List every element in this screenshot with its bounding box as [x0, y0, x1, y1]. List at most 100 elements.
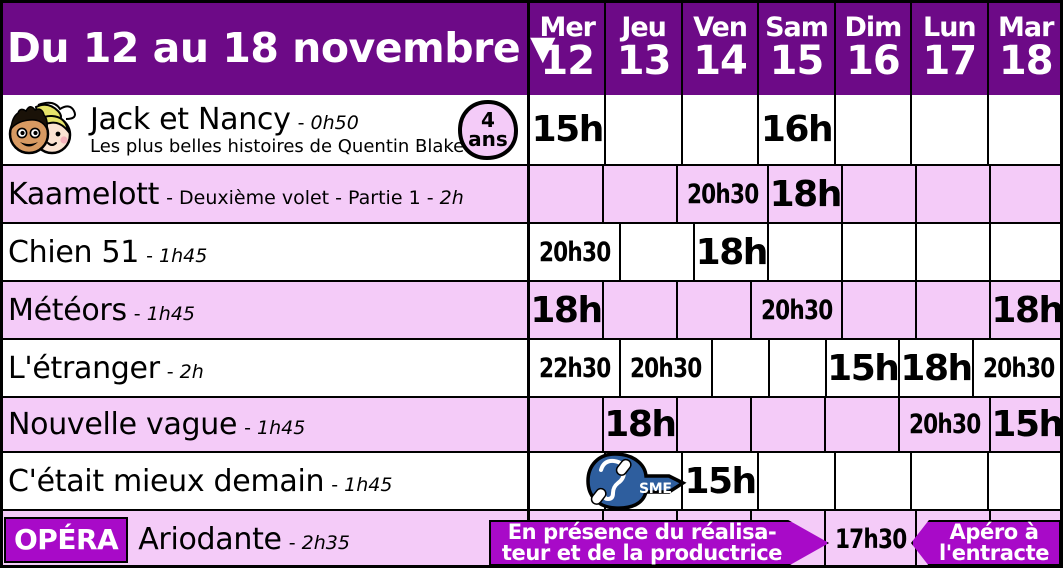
day-number: 18	[998, 37, 1054, 84]
showtime-label[interactable]: 20h30	[760, 294, 833, 326]
film-title: Nouvelle vague	[8, 407, 238, 442]
film-duration: - 1h45	[331, 473, 393, 496]
film-text-block: Jack et Nancy - 0h50 Les plus belles his…	[90, 102, 464, 157]
showtime-label[interactable]: 20h30	[908, 409, 981, 440]
film-title: Météors	[8, 292, 127, 328]
day-header-mar[interactable]: Mar 18	[989, 0, 1063, 95]
day-name: Ven	[693, 12, 748, 44]
film-title: Kaamelott	[8, 176, 160, 212]
banner-line-2: l'entracte	[938, 541, 1050, 565]
showtime-cell	[683, 95, 760, 164]
showtime-cell: 20h30	[974, 340, 1063, 396]
showtime-label[interactable]: 18h	[604, 404, 677, 445]
showtimes-cells: 20h30 18h	[530, 166, 1063, 222]
day-number: 14	[693, 37, 748, 84]
showtime-cell: 15h	[991, 398, 1063, 451]
showtime-label[interactable]: 18h	[530, 289, 603, 331]
film-title: Jack et Nancy	[90, 102, 291, 137]
day-header-sam[interactable]: Sam 15	[759, 0, 836, 95]
table-row: Kaamelott - Deuxième volet - Partie 1 - …	[0, 166, 1063, 224]
film-title: C'était mieux demain	[8, 463, 325, 499]
day-header-mer[interactable]: Mer 12	[530, 0, 607, 95]
sme-label: SME	[639, 481, 672, 497]
showtime-cell	[826, 398, 900, 451]
film-duration: - 1h45	[133, 302, 195, 325]
showtime-label[interactable]: 18h	[900, 347, 973, 389]
day-header-lun[interactable]: Lun 17	[912, 0, 989, 95]
showtime-label[interactable]: 18h	[769, 173, 843, 215]
showtime-cell	[678, 282, 752, 338]
film-info-cell[interactable]: L'étranger - 2h	[0, 340, 530, 396]
two-kids-faces-icon	[8, 101, 86, 159]
showtime-label[interactable]: 20h30	[630, 352, 702, 384]
day-name: Dim	[844, 12, 902, 44]
showtime-cell	[989, 95, 1063, 164]
event-banner-director-presence[interactable]: En présence du réalisa- teur et de la pr…	[489, 520, 829, 566]
showtime-label[interactable]: 20h30	[982, 352, 1055, 384]
triangle-right-icon: ▼	[530, 28, 556, 67]
showtimes-cells: 20h30 18h	[530, 224, 1063, 280]
showtime-cell	[989, 453, 1063, 509]
showtime-cell	[621, 224, 696, 280]
showtime-cell	[530, 166, 604, 222]
film-info-cell[interactable]: Météors - 1h45	[0, 282, 530, 338]
table-row: L'étranger - 2h 22h30 20h30 15h 18h 20h3…	[0, 340, 1063, 398]
day-name: Mer	[539, 12, 595, 44]
showtime-label[interactable]: 20h30	[538, 236, 611, 268]
showtime-cell: 15h	[827, 340, 901, 396]
film-duration: - 2h35	[288, 532, 350, 554]
showtime-cell	[530, 398, 604, 451]
showtime-label[interactable]: 17h30	[834, 524, 907, 555]
event-banner-apero[interactable]: Apéro à l'entracte	[911, 520, 1061, 566]
showtime-cell	[917, 166, 992, 222]
film-info-cell[interactable]: C'était mieux demain - 1h45	[0, 453, 530, 509]
showtime-cell	[843, 166, 918, 222]
showtimes-cells: 18h 20h30 18h	[530, 282, 1063, 338]
day-header-jeu[interactable]: Jeu 13	[606, 0, 683, 95]
schedule-body: Jack et Nancy - 0h50 Les plus belles his…	[0, 95, 1063, 568]
showtime-cell	[836, 95, 913, 164]
film-info-cell[interactable]: OPÉRA Ariodante - 2h35	[0, 511, 530, 568]
film-subtitle-inline: Deuxième volet - Partie 1	[179, 186, 421, 209]
day-header-ven[interactable]: Ven 14	[683, 0, 760, 95]
table-row: Nouvelle vague - 1h45 18h 20h30 15h	[0, 398, 1063, 453]
table-row: OPÉRA Ariodante - 2h35 17h30	[0, 511, 1063, 568]
day-header-dim[interactable]: Dim 16	[836, 0, 913, 95]
showtime-cell	[843, 282, 918, 338]
showtimes-cells: 22h30 20h30 15h 18h 20h30	[530, 340, 1063, 396]
showtime-cell	[917, 282, 992, 338]
category-badge-opera[interactable]: OPÉRA	[4, 516, 129, 563]
week-range-title: ▼ Du 12 au 18 novembre ▼	[0, 0, 556, 95]
showtime-label[interactable]: 22h30	[538, 352, 611, 384]
showtime-cell	[843, 224, 918, 280]
showtimes-cells: 15h 16h	[530, 95, 1063, 164]
day-name: Sam	[765, 12, 829, 44]
showtime-cell	[912, 453, 989, 509]
film-info-cell[interactable]: Chien 51 - 1h45	[0, 224, 530, 280]
film-info-cell[interactable]: Kaamelott - Deuxième volet - Partie 1 - …	[0, 166, 530, 222]
showtime-label[interactable]: 18h	[991, 289, 1063, 331]
film-duration: - 1h45	[244, 417, 306, 439]
showtime-label[interactable]: 20h30	[686, 178, 759, 210]
showtime-cell	[752, 511, 826, 568]
showtime-label[interactable]: 15h	[991, 404, 1063, 445]
showtime-cell	[713, 340, 770, 396]
film-info-cell[interactable]: Nouvelle vague - 1h45	[0, 398, 530, 451]
age-number: 4	[481, 108, 495, 133]
showtime-label[interactable]: 18h	[695, 231, 769, 273]
sme-hearing-accessibility-badge[interactable]: SME	[585, 452, 691, 510]
banner-line-2: teur et de la productrice	[501, 541, 783, 565]
day-name: Lun	[922, 12, 977, 44]
day-number: 16	[846, 37, 901, 84]
showtime-cell: 18h	[769, 166, 844, 222]
day-number: 12	[540, 37, 595, 84]
day-name: Mar	[998, 12, 1054, 44]
showtime-label[interactable]: 15h	[827, 347, 900, 389]
film-duration: - 0h50	[297, 112, 359, 134]
showtime-label[interactable]: 15h	[531, 109, 605, 150]
film-info-cell[interactable]: Jack et Nancy - 0h50 Les plus belles his…	[0, 95, 530, 164]
showtime-label[interactable]: 16h	[760, 109, 834, 150]
showtime-cell: 17h30	[826, 511, 918, 568]
showtime-label[interactable]: 15h	[684, 460, 757, 502]
showtime-cell: 15h	[530, 95, 607, 164]
